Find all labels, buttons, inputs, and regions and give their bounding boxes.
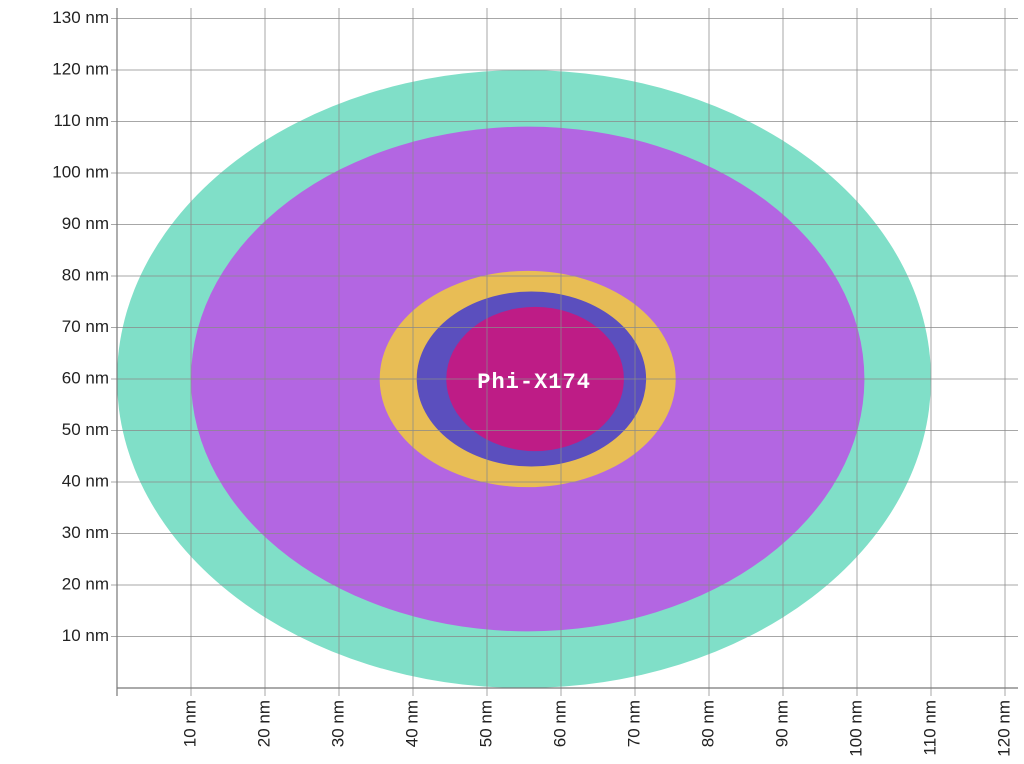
x-tick-label: 110 nm	[920, 700, 939, 755]
x-tick-label: 10 nm	[180, 700, 199, 747]
y-tick-label: 60 nm	[62, 368, 109, 387]
x-tick-label: 50 nm	[476, 700, 495, 747]
y-tick-label: 90 nm	[62, 214, 109, 233]
x-tick-label: 20 nm	[254, 700, 273, 747]
y-tick-label: 50 nm	[62, 420, 109, 439]
y-axis-tick-labels: 10 nm 20 nm 30 nm 40 nm 50 nm 60 nm 70 nm 80 nm…	[52, 8, 109, 645]
y-tick-label: 110 nm	[54, 111, 109, 130]
x-tick-label: 120 nm	[994, 700, 1013, 757]
x-tick-label: 90 nm	[772, 700, 791, 747]
y-tick-label: 80 nm	[62, 265, 109, 284]
axes	[116, 8, 1018, 696]
x-tick-label: 100 nm	[846, 700, 865, 757]
y-tick-label: 20 nm	[62, 574, 109, 593]
x-axis-tick-labels: 10 nm 20 nm 30 nm 40 nm 50 nm 60 nm 70 nm 80 nm…	[180, 700, 1013, 757]
y-tick-label: 10 nm	[62, 626, 109, 645]
y-tick-label: 70 nm	[62, 317, 109, 336]
center-label: Phi-X174	[477, 370, 591, 395]
x-tick-label: 70 nm	[624, 700, 643, 747]
y-tick-label: 40 nm	[62, 471, 109, 490]
y-tick-label: 100 nm	[52, 162, 109, 181]
x-tick-label: 80 nm	[698, 700, 717, 747]
grid-lines	[111, 8, 1018, 696]
x-tick-label: 40 nm	[402, 700, 421, 747]
y-tick-label: 30 nm	[62, 523, 109, 542]
y-tick-label: 130 nm	[52, 8, 109, 27]
y-tick-label: 120 nm	[52, 59, 109, 78]
x-tick-label: 30 nm	[328, 700, 347, 747]
x-tick-label: 60 nm	[550, 700, 569, 747]
